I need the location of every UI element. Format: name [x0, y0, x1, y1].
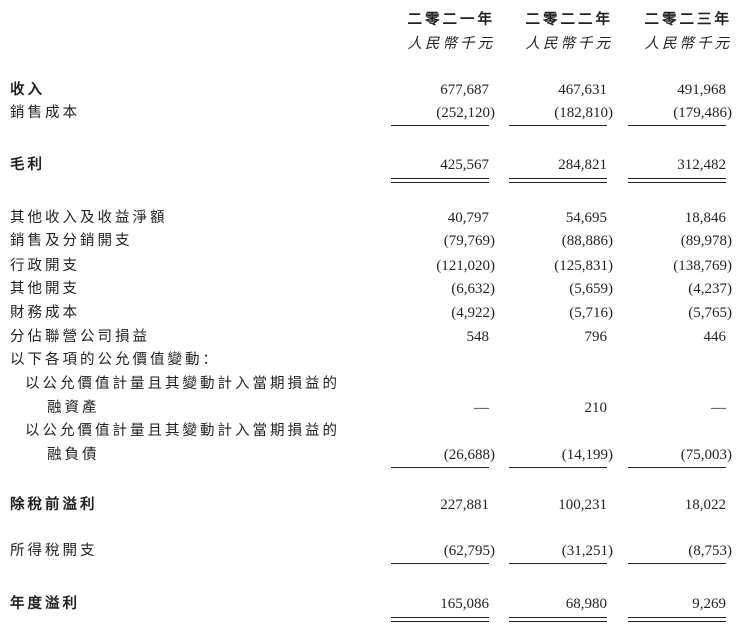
value-cell: (4,922) [451, 305, 495, 321]
table-row: 除稅前溢利 227,881 100,231 18,022 [0, 494, 747, 516]
value-cell: (79,769) [443, 233, 495, 249]
underline [509, 467, 607, 468]
value-cell: 425,567 [440, 157, 489, 173]
table-row: 以公允價值計量且其變動計入當期損益的 [0, 373, 747, 395]
table-row: 收入 677,687 467,631 491,968 [0, 79, 747, 101]
table-row: 分佔聯營公司損益 548 796 446 [0, 326, 747, 348]
value-cell: 100,231 [558, 497, 607, 513]
row-label: 其他收入及收益淨額 [10, 210, 168, 226]
table-row: 財務成本 (4,922) (5,716) (5,765) [0, 302, 747, 324]
row-label: 融資產 [47, 400, 100, 416]
value-cell: (182,810) [554, 105, 613, 121]
value-cell: — [474, 400, 489, 416]
value-cell: 68,980 [565, 596, 607, 612]
value-cell: 18,022 [684, 497, 726, 513]
row-label: 其他開支 [10, 281, 80, 297]
row-label: 以公允價值計量且其變動計入當期損益的 [25, 423, 340, 439]
value-cell: (75,003) [680, 447, 732, 463]
table-row: 以下各項的公允價值變動： [0, 349, 747, 371]
table-row: 所得稅開支 (62,795) (31,251) (8,753) [0, 540, 747, 562]
value-cell: 446 [703, 329, 727, 345]
value-cell: 9,269 [692, 596, 726, 612]
double-underline [628, 178, 726, 183]
value-cell: (26,688) [443, 447, 495, 463]
value-cell: (62,795) [443, 543, 495, 559]
value-cell: (5,716) [569, 305, 613, 321]
column-year-2021: 二零二一年 [407, 11, 495, 28]
value-cell: (31,251) [561, 543, 613, 559]
column-year-2022: 二零二二年 [525, 11, 613, 28]
underline [391, 563, 489, 564]
value-cell: 227,881 [440, 497, 489, 513]
value-cell: (252,120) [436, 105, 495, 121]
row-label: 所得稅開支 [10, 543, 98, 559]
value-cell: (14,199) [561, 447, 613, 463]
double-underline [509, 617, 607, 622]
row-label: 銷售成本 [10, 105, 80, 121]
value-cell: (8,753) [688, 543, 732, 559]
column-unit-2021: 人民幣千元 [407, 36, 495, 52]
value-cell: — [711, 400, 726, 416]
table-row: 銷售及分銷開支 (79,769) (88,886) (89,978) [0, 230, 747, 252]
value-cell: (179,486) [673, 105, 732, 121]
value-cell: (88,886) [561, 233, 613, 249]
row-label: 以下各項的公允價值變動： [10, 352, 220, 368]
value-cell: 677,687 [440, 82, 489, 98]
table-row: 以公允價值計量且其變動計入當期損益的 [0, 420, 747, 442]
value-cell: (5,659) [569, 281, 613, 297]
row-label: 除稅前溢利 [10, 496, 98, 513]
value-cell: 40,797 [447, 210, 489, 226]
table-row: 其他收入及收益淨額 40,797 54,695 18,846 [0, 207, 747, 229]
double-underline [509, 178, 607, 183]
value-cell: (89,978) [680, 233, 732, 249]
column-unit-2022: 人民幣千元 [525, 36, 613, 52]
table-row: 年度溢利 165,086 68,980 9,269 [0, 593, 747, 615]
row-label: 收入 [10, 81, 45, 98]
value-cell: (125,831) [554, 258, 613, 274]
value-cell: (5,765) [688, 305, 732, 321]
table-row: 融資產 — 210 — [0, 397, 747, 419]
underline [509, 563, 607, 564]
table-row: 行政開支 (121,020) (125,831) (138,769) [0, 255, 747, 277]
value-cell: 165,086 [440, 596, 489, 612]
row-label: 年度溢利 [10, 595, 80, 612]
underline [628, 563, 726, 564]
underline [391, 125, 489, 126]
value-cell: 548 [466, 329, 490, 345]
value-cell: 491,968 [677, 82, 726, 98]
value-cell: 210 [584, 400, 608, 416]
value-cell: (4,237) [688, 281, 732, 297]
column-unit-2023: 人民幣千元 [644, 36, 732, 52]
table-row: 毛利 425,567 284,821 312,482 [0, 154, 747, 176]
row-label: 分佔聯營公司損益 [10, 329, 150, 345]
row-label: 毛利 [10, 156, 45, 173]
value-cell: 284,821 [558, 157, 607, 173]
table-row: 融負債 (26,688) (14,199) (75,003) [0, 444, 747, 466]
table-row: 銷售成本 (252,120) (182,810) (179,486) [0, 102, 747, 124]
value-cell: 796 [584, 329, 608, 345]
value-cell: 312,482 [677, 157, 726, 173]
row-label: 融負債 [47, 447, 100, 463]
double-underline [628, 617, 726, 622]
row-label: 財務成本 [10, 305, 80, 321]
underline [391, 467, 489, 468]
double-underline [391, 617, 489, 622]
underline [628, 467, 726, 468]
underline [509, 125, 607, 126]
column-year-2023: 二零二三年 [644, 11, 732, 28]
value-cell: 54,695 [565, 210, 607, 226]
value-cell: (6,632) [451, 281, 495, 297]
value-cell: 18,846 [684, 210, 726, 226]
value-cell: (138,769) [673, 258, 732, 274]
row-label: 行政開支 [10, 258, 80, 274]
value-cell: (121,020) [436, 258, 495, 274]
table-row: 其他開支 (6,632) (5,659) (4,237) [0, 278, 747, 300]
double-underline [391, 178, 489, 183]
row-label: 以公允價值計量且其變動計入當期損益的 [25, 376, 340, 392]
value-cell: 467,631 [558, 82, 607, 98]
underline [628, 125, 726, 126]
row-label: 銷售及分銷開支 [10, 233, 133, 249]
